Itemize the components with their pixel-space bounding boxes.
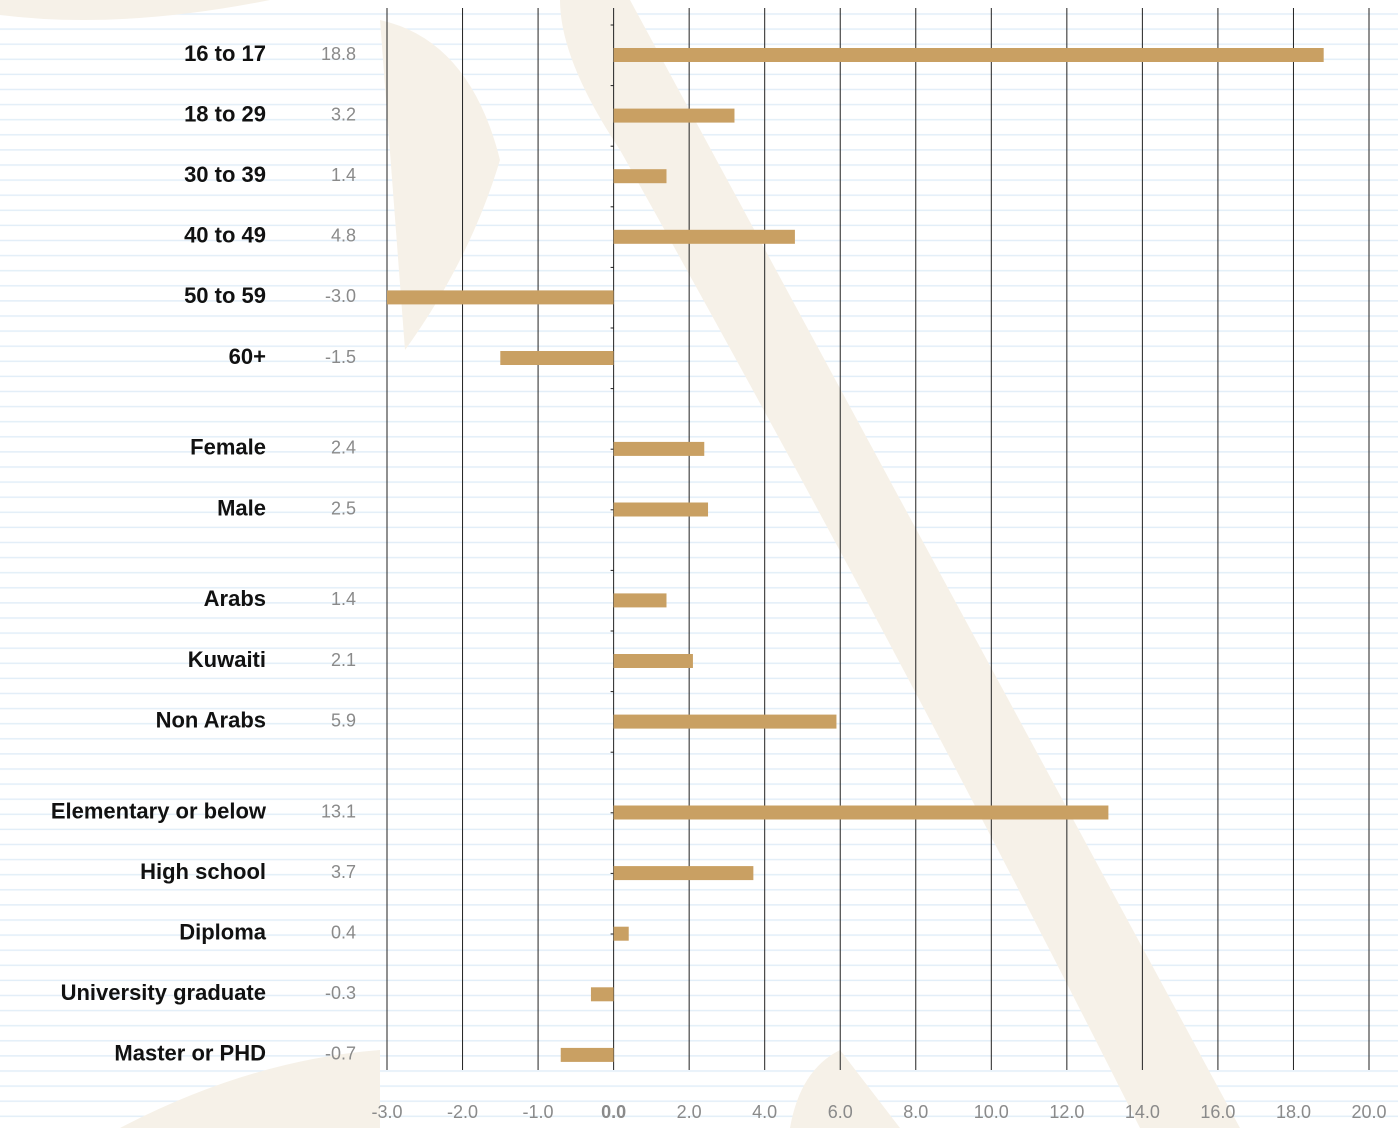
category-label: Male: [217, 495, 266, 520]
value-label: 18.8: [321, 44, 356, 64]
category-label: Elementary or below: [51, 798, 267, 823]
value-label: 1.4: [331, 165, 356, 185]
x-tick-label: -2.0: [447, 1102, 478, 1122]
bar: [613, 866, 754, 881]
category-label: Arabs: [204, 586, 266, 611]
x-tick-label: 18.0: [1276, 1102, 1311, 1122]
bar: [387, 290, 614, 305]
value-label: 2.5: [331, 498, 356, 518]
bar: [613, 714, 837, 729]
bar: [613, 926, 629, 941]
x-tick-label: -3.0: [371, 1102, 402, 1122]
category-label: Kuwaiti: [188, 647, 266, 672]
bar: [613, 805, 1109, 820]
x-tick-label: 14.0: [1125, 1102, 1160, 1122]
bar: [613, 108, 735, 123]
value-label: 2.4: [331, 438, 356, 458]
x-tick-label: 16.0: [1200, 1102, 1235, 1122]
bar: [613, 441, 705, 456]
category-label: Female: [190, 435, 266, 460]
x-tick-label: 10.0: [974, 1102, 1009, 1122]
category-label: 16 to 17: [184, 41, 266, 66]
value-label: -3.0: [325, 286, 356, 306]
bar: [613, 48, 1324, 62]
bar: [560, 1047, 614, 1062]
x-tick-label: 0.0: [601, 1102, 626, 1122]
x-tick-label: 6.0: [828, 1102, 853, 1122]
bar: [500, 351, 614, 365]
category-label: 18 to 29: [184, 101, 266, 126]
category-label: 60+: [229, 344, 266, 369]
category-label: Master or PHD: [114, 1041, 266, 1066]
value-label: 4.8: [331, 226, 356, 246]
value-label: -1.5: [325, 347, 356, 367]
bar: [613, 502, 709, 517]
bar: [613, 169, 667, 184]
category-label: University graduate: [61, 980, 266, 1005]
category-label: High school: [140, 859, 266, 884]
x-tick-label: 12.0: [1049, 1102, 1084, 1122]
value-label: 0.4: [331, 922, 356, 942]
value-label: 3.7: [331, 862, 356, 882]
x-tick-label: -1.0: [523, 1102, 554, 1122]
category-label: Diploma: [179, 920, 267, 945]
value-label: -0.7: [325, 1044, 356, 1064]
bar: [590, 987, 614, 1002]
value-label: -0.3: [325, 983, 356, 1003]
x-tick-label: 8.0: [903, 1102, 928, 1122]
category-label: 40 to 49: [184, 223, 266, 248]
bar: [613, 229, 795, 244]
category-label: Non Arabs: [156, 707, 266, 732]
value-label: 5.9: [331, 710, 356, 730]
value-label: 13.1: [321, 801, 356, 821]
decoration: [0, 0, 1240, 1128]
x-tick-label: 2.0: [677, 1102, 702, 1122]
category-label: 50 to 59: [184, 283, 266, 308]
bar: [613, 593, 667, 608]
category-label: 30 to 39: [184, 162, 266, 187]
bar: [613, 654, 693, 668]
x-tick-label: 4.0: [752, 1102, 777, 1122]
value-label: 3.2: [331, 104, 356, 124]
value-label: 2.1: [331, 650, 356, 670]
value-label: 1.4: [331, 589, 356, 609]
x-tick-label: 20.0: [1351, 1102, 1386, 1122]
